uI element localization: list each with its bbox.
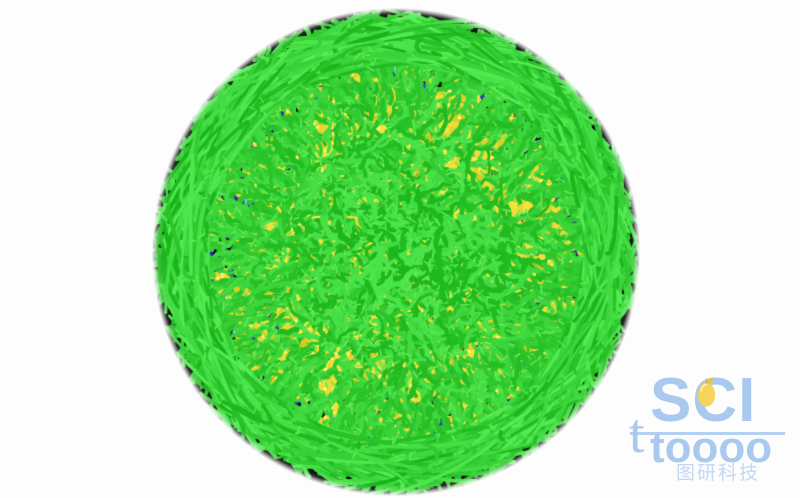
nanoparticle-render (0, 0, 800, 498)
render-stage: t SCI toooo 图研科技 (0, 0, 800, 498)
